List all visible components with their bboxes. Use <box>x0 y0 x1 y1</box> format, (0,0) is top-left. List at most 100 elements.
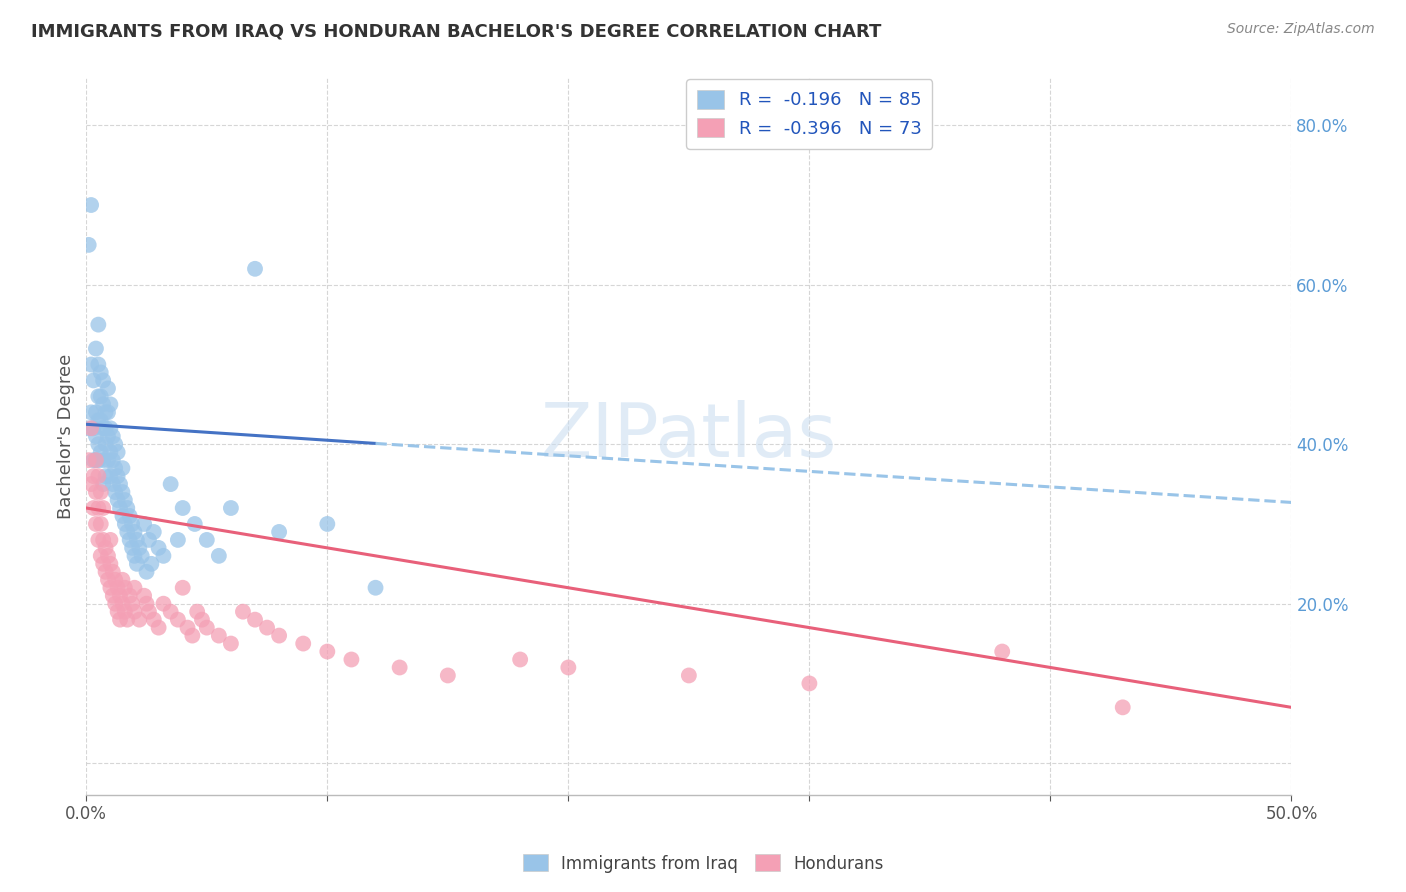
Point <box>90 516 112 531</box>
Point <box>243 613 266 627</box>
Point <box>83 421 105 435</box>
Point <box>100 533 122 547</box>
Point <box>101 429 124 443</box>
Point <box>90 485 112 500</box>
Point <box>135 565 157 579</box>
Point <box>101 453 124 467</box>
Point <box>111 597 134 611</box>
Point <box>100 469 122 483</box>
Point <box>191 613 214 627</box>
Point <box>135 597 157 611</box>
Point <box>84 453 107 467</box>
Point <box>91 397 114 411</box>
Point <box>104 461 127 475</box>
Point <box>97 381 120 395</box>
Point <box>172 501 194 516</box>
Point <box>107 445 129 459</box>
Point <box>91 453 114 467</box>
Point <box>87 318 110 332</box>
Point <box>108 613 131 627</box>
Point <box>1112 700 1135 714</box>
Point <box>90 389 112 403</box>
Point <box>80 421 103 435</box>
Point <box>94 565 117 579</box>
Legend: Immigrants from Iraq, Hondurans: Immigrants from Iraq, Hondurans <box>516 847 890 880</box>
Point <box>557 660 579 674</box>
Point <box>97 549 120 563</box>
Point <box>100 397 122 411</box>
Point <box>125 533 148 547</box>
Point <box>91 557 114 571</box>
Point <box>87 469 110 483</box>
Point <box>186 605 208 619</box>
Text: Source: ZipAtlas.com: Source: ZipAtlas.com <box>1227 22 1375 37</box>
Point <box>90 445 112 459</box>
Point <box>208 629 231 643</box>
Point <box>87 413 110 427</box>
Point <box>184 516 207 531</box>
Point <box>80 198 103 212</box>
Point <box>678 668 700 682</box>
Point <box>77 238 100 252</box>
Point <box>111 485 134 500</box>
Point <box>114 581 136 595</box>
Point <box>91 501 114 516</box>
Point <box>316 516 339 531</box>
Point <box>94 437 117 451</box>
Point <box>124 549 146 563</box>
Point <box>94 469 117 483</box>
Point <box>90 413 112 427</box>
Point <box>509 652 531 666</box>
Point <box>243 261 266 276</box>
Point <box>159 477 181 491</box>
Point <box>91 421 114 435</box>
Point <box>100 445 122 459</box>
Point <box>107 493 129 508</box>
Point <box>107 581 129 595</box>
Point <box>118 589 141 603</box>
Point <box>80 358 103 372</box>
Point <box>91 373 114 387</box>
Point <box>142 613 165 627</box>
Point <box>219 636 242 650</box>
Point <box>152 597 174 611</box>
Point <box>437 668 460 682</box>
Point <box>111 461 134 475</box>
Point <box>84 516 107 531</box>
Point <box>91 477 114 491</box>
Legend: R =  -0.196   N = 85, R =  -0.396   N = 73: R = -0.196 N = 85, R = -0.396 N = 73 <box>686 79 932 149</box>
Point <box>181 629 204 643</box>
Point <box>121 541 143 555</box>
Point <box>219 501 242 516</box>
Point <box>138 605 160 619</box>
Point <box>148 541 170 555</box>
Point <box>121 516 143 531</box>
Point <box>134 589 156 603</box>
Point <box>176 621 198 635</box>
Point <box>128 613 150 627</box>
Point <box>117 524 139 539</box>
Point <box>84 342 107 356</box>
Point <box>232 605 254 619</box>
Point <box>87 453 110 467</box>
Point <box>269 524 291 539</box>
Point <box>100 421 122 435</box>
Point <box>111 573 134 587</box>
Point <box>100 581 122 595</box>
Point <box>83 373 105 387</box>
Point <box>114 605 136 619</box>
Point <box>101 477 124 491</box>
Text: IMMIGRANTS FROM IRAQ VS HONDURAN BACHELOR'S DEGREE CORRELATION CHART: IMMIGRANTS FROM IRAQ VS HONDURAN BACHELO… <box>31 22 882 40</box>
Point <box>83 469 105 483</box>
Point <box>121 597 143 611</box>
Point <box>799 676 821 690</box>
Point <box>124 581 146 595</box>
Point <box>83 453 105 467</box>
Point <box>292 636 315 650</box>
Point <box>97 573 120 587</box>
Point <box>114 516 136 531</box>
Point <box>100 557 122 571</box>
Point <box>84 429 107 443</box>
Point <box>91 533 114 547</box>
Point <box>108 501 131 516</box>
